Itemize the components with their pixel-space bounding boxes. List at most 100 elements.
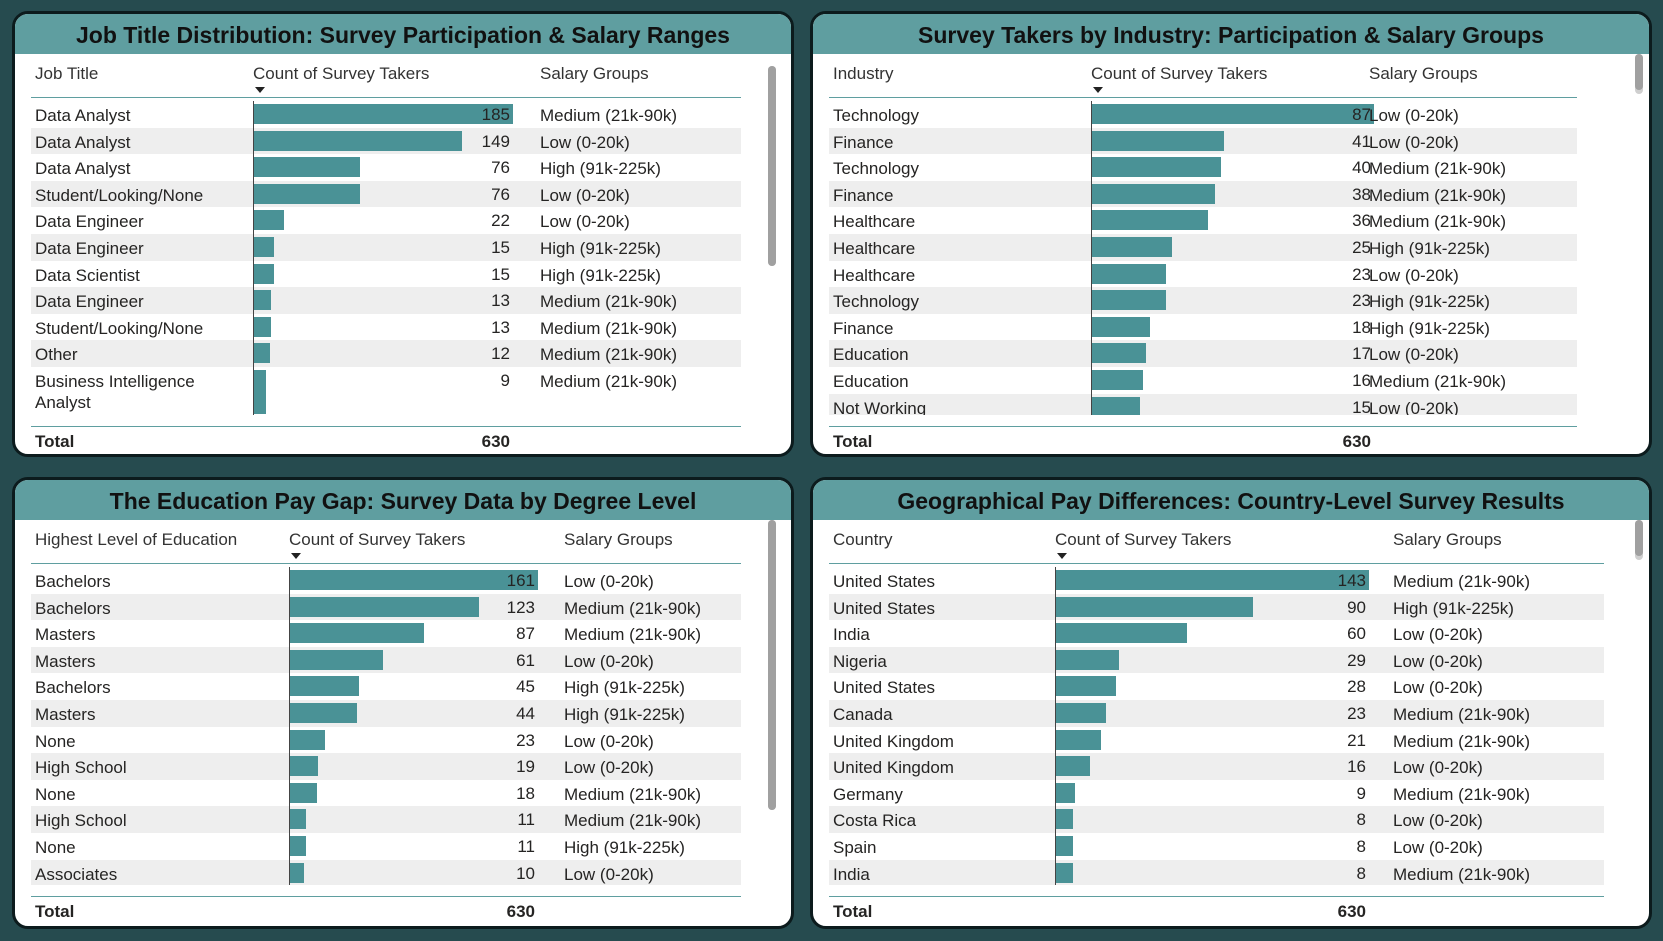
table-row[interactable]: Associates 10 Low (0-20k)	[31, 859, 741, 885]
table-row[interactable]: Canada 23 Medium (21k-90k)	[829, 699, 1604, 727]
salary-group: High (91k-225k)	[1369, 292, 1490, 312]
data-bar	[1091, 396, 1140, 415]
table-row[interactable]: None 23 Low (0-20k)	[31, 727, 741, 754]
table-row[interactable]: None 11 High (91k-225k)	[31, 833, 741, 860]
sort-descending-icon[interactable]	[255, 87, 265, 93]
column-header[interactable]: Industry	[833, 64, 894, 83]
data-bar	[1055, 835, 1073, 856]
row-label: High School	[35, 811, 127, 831]
panel-title: Job Title Distribution: Survey Participa…	[15, 14, 791, 54]
vertical-scrollbar[interactable]	[768, 66, 776, 266]
table-row[interactable]: Masters 87 Medium (21k-90k)	[31, 620, 741, 647]
table-row[interactable]: United Kingdom 16 Low (0-20k)	[829, 753, 1604, 780]
column-header[interactable]: Job Title	[35, 64, 99, 83]
bar-value-label: 90	[1347, 597, 1366, 617]
table-row[interactable]: Healthcare 25 High (91k-225k)	[829, 233, 1577, 261]
table-row[interactable]: Data Engineer 15 High (91k-225k)	[31, 233, 741, 261]
table-row[interactable]: Data Analyst 185 Medium (21k-90k)	[31, 101, 741, 128]
data-bar	[1055, 756, 1091, 777]
scrollbar-thumb[interactable]	[1635, 520, 1643, 556]
table-row[interactable]: Other 12 Medium (21k-90k)	[31, 340, 741, 367]
table-row[interactable]: India 8 Medium (21k-90k)	[829, 859, 1604, 885]
total-row: Total 630	[31, 426, 741, 454]
table-row[interactable]: Finance 38 Medium (21k-90k)	[829, 180, 1577, 208]
vertical-scrollbar[interactable]	[1635, 54, 1643, 94]
column-header[interactable]: Count of Survey Takers	[1091, 64, 1268, 83]
table-row[interactable]: India 60 Low (0-20k)	[829, 620, 1604, 647]
sort-descending-icon[interactable]	[291, 553, 301, 559]
bar-value-label: 161	[506, 571, 535, 590]
row-label: None	[35, 784, 76, 804]
table-row[interactable]: Business Intelligence Analyst 9 Medium (21…	[31, 367, 741, 415]
table-row[interactable]: Finance 18 High (91k-225k)	[829, 314, 1577, 341]
row-label: Masters	[35, 651, 96, 671]
column-header[interactable]: Country	[833, 530, 893, 549]
table-row[interactable]: Student/Looking/None 76 Low (0-20k)	[31, 180, 741, 208]
table-row[interactable]: Student/Looking/None 13 Medium (21k-90k)	[31, 314, 741, 341]
table-row[interactable]: United States 90 High (91k-225k)	[829, 593, 1604, 621]
scrollbar-thumb[interactable]	[768, 66, 776, 266]
table-row[interactable]: Data Engineer 22 Low (0-20k)	[31, 207, 741, 234]
column-header[interactable]: Salary Groups	[564, 530, 673, 549]
salary-group: Low (0-20k)	[1393, 837, 1483, 857]
table-row[interactable]: United States 143 Medium (21k-90k)	[829, 567, 1604, 594]
table-row[interactable]: Data Engineer 13 Medium (21k-90k)	[31, 287, 741, 314]
table-row[interactable]: Data Analyst 149 Low (0-20k)	[31, 127, 741, 155]
bar-value-label: 23	[1352, 264, 1371, 284]
table-row[interactable]: High School 11 Medium (21k-90k)	[31, 806, 741, 833]
table-row[interactable]: Data Analyst 76 High (91k-225k)	[31, 154, 741, 181]
table-row[interactable]: Technology 40 Medium (21k-90k)	[829, 154, 1577, 181]
row-label: India	[833, 625, 870, 645]
table-row[interactable]: Bachelors 45 High (91k-225k)	[31, 673, 741, 700]
data-bar	[289, 702, 358, 723]
bar-value-label: 61	[516, 650, 535, 670]
row-label: United Kingdom	[833, 731, 954, 751]
table-row[interactable]: United Kingdom 21 Medium (21k-90k)	[829, 727, 1604, 754]
table-row[interactable]: Bachelors 123 Medium (21k-90k)	[31, 593, 741, 621]
sort-descending-icon[interactable]	[1057, 553, 1067, 559]
column-header[interactable]: Salary Groups	[1393, 530, 1502, 549]
data-bar	[253, 236, 275, 257]
column-header[interactable]: Count of Survey Takers	[253, 64, 430, 83]
table-row[interactable]: None 18 Medium (21k-90k)	[31, 780, 741, 807]
bar-value-label: 60	[1347, 624, 1366, 644]
table-row[interactable]: Masters 61 Low (0-20k)	[31, 646, 741, 674]
table-row[interactable]: Not Working 15 Low (0-20k)	[829, 393, 1577, 415]
bar-value-label: 23	[516, 730, 535, 750]
bar-value-label: 12	[491, 344, 510, 364]
sort-descending-icon[interactable]	[1093, 87, 1103, 93]
column-header[interactable]: Highest Level of Education	[35, 530, 238, 549]
scrollbar-thumb[interactable]	[768, 520, 776, 810]
table-row[interactable]: United States 28 Low (0-20k)	[829, 673, 1604, 700]
table-row[interactable]: Technology 87 Low (0-20k)	[829, 101, 1577, 128]
table-row[interactable]: Education 16 Medium (21k-90k)	[829, 367, 1577, 394]
table-row[interactable]: Healthcare 36 Medium (21k-90k)	[829, 207, 1577, 234]
table-row[interactable]: High School 19 Low (0-20k)	[31, 753, 741, 780]
table-row[interactable]: Germany 9 Medium (21k-90k)	[829, 780, 1604, 807]
table-row[interactable]: Data Scientist 15 High (91k-225k)	[31, 261, 741, 288]
table-row[interactable]: Masters 44 High (91k-225k)	[31, 699, 741, 727]
salary-group: Medium (21k-90k)	[1393, 864, 1530, 884]
column-header[interactable]: Count of Survey Takers	[289, 530, 466, 549]
table-row[interactable]: Costa Rica 8 Low (0-20k)	[829, 806, 1604, 833]
column-header[interactable]: Count of Survey Takers	[1055, 530, 1232, 549]
table-row[interactable]: Spain 8 Low (0-20k)	[829, 833, 1604, 860]
table-row[interactable]: Healthcare 23 Low (0-20k)	[829, 261, 1577, 288]
column-header[interactable]: Salary Groups	[1369, 64, 1478, 83]
table-row[interactable]: Finance 41 Low (0-20k)	[829, 127, 1577, 155]
data-bar	[1091, 157, 1222, 178]
row-label: United States	[833, 678, 936, 698]
data-bar	[253, 290, 272, 311]
scrollbar-thumb[interactable]	[1635, 54, 1643, 90]
table-row[interactable]: Education 17 Low (0-20k)	[829, 340, 1577, 367]
table-row[interactable]: Technology 23 High (91k-225k)	[829, 287, 1577, 314]
row-label: Data Engineer	[35, 292, 144, 312]
data-bar	[289, 570, 538, 590]
vertical-scrollbar[interactable]	[1635, 520, 1643, 560]
vertical-scrollbar[interactable]	[768, 520, 776, 810]
bar-value-label: 29	[1347, 650, 1366, 670]
column-header[interactable]: Salary Groups	[540, 64, 649, 83]
bar-value-label: 15	[491, 237, 510, 257]
table-row[interactable]: Bachelors 161 Low (0-20k)	[31, 567, 741, 594]
table-row[interactable]: Nigeria 29 Low (0-20k)	[829, 646, 1604, 674]
